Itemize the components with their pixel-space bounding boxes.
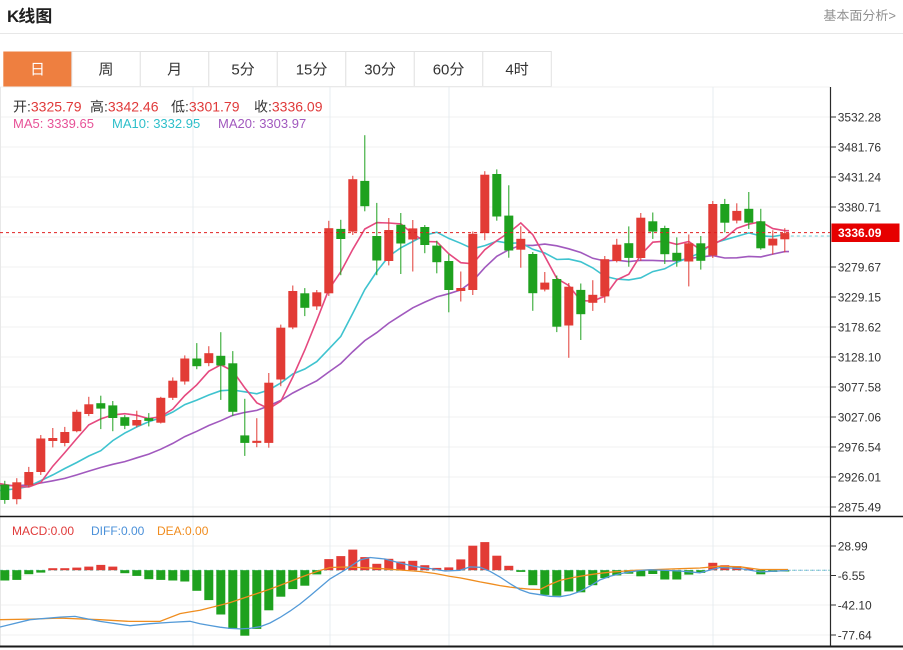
svg-text:3279.67: 3279.67 (838, 260, 882, 274)
svg-text:MA10: 3332.95: MA10: 3332.95 (112, 116, 200, 131)
svg-text::: : (27, 99, 31, 115)
svg-text:3336.09: 3336.09 (272, 99, 323, 115)
svg-text:3342.46: 3342.46 (108, 99, 159, 115)
svg-text:3178.62: 3178.62 (838, 320, 882, 334)
svg-text:DEA:0.00: DEA:0.00 (157, 524, 209, 538)
svg-text:30: 30 (364, 62, 381, 79)
svg-text:2976.54: 2976.54 (838, 440, 882, 454)
svg-text::: : (268, 99, 272, 115)
svg-text:3301.79: 3301.79 (189, 99, 240, 115)
svg-text:>: > (888, 8, 896, 23)
svg-text:MACD:0.00: MACD:0.00 (12, 524, 74, 538)
svg-text:28.99: 28.99 (838, 539, 868, 553)
svg-text::: : (185, 99, 189, 115)
svg-text:K: K (7, 7, 20, 26)
svg-text:3336.09: 3336.09 (838, 226, 882, 240)
svg-text:3380.71: 3380.71 (838, 200, 882, 214)
svg-text:5: 5 (231, 62, 239, 79)
svg-text:-6.55: -6.55 (838, 569, 866, 583)
svg-text:3481.76: 3481.76 (838, 140, 882, 154)
svg-text:-77.64: -77.64 (838, 628, 872, 642)
svg-text:DIFF:0.00: DIFF:0.00 (91, 524, 145, 538)
svg-text:MA5: 3339.65: MA5: 3339.65 (13, 116, 94, 131)
svg-text:3532.28: 3532.28 (838, 110, 882, 124)
svg-text:15: 15 (296, 62, 313, 79)
svg-text::: : (104, 99, 108, 115)
svg-text:2875.49: 2875.49 (838, 500, 882, 514)
svg-text:2926.01: 2926.01 (838, 470, 882, 484)
svg-text:-42.10: -42.10 (838, 598, 872, 612)
svg-text:MA20: 3303.97: MA20: 3303.97 (218, 116, 306, 131)
svg-text:3229.15: 3229.15 (838, 290, 882, 304)
svg-text:3077.58: 3077.58 (838, 380, 882, 394)
svg-text:3431.24: 3431.24 (838, 170, 882, 184)
svg-text:60: 60 (433, 62, 450, 79)
svg-text:3128.10: 3128.10 (838, 350, 882, 364)
svg-text:3325.79: 3325.79 (31, 99, 82, 115)
svg-text:4: 4 (505, 62, 513, 79)
svg-text:3027.06: 3027.06 (838, 410, 882, 424)
